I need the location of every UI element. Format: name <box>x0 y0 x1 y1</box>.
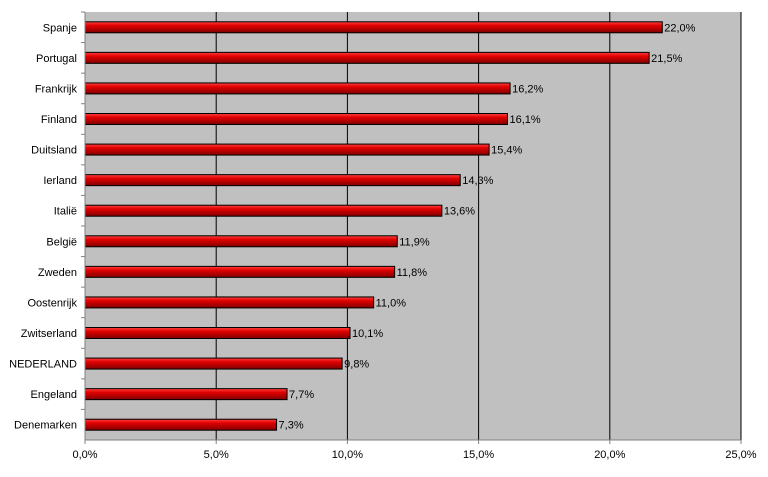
bar-engeland <box>84 388 288 401</box>
x-axis: 0,0% 5,0% 10,0% 15,0% 20,0% 25,0% <box>72 12 757 461</box>
data-label: 10,1% <box>352 328 383 340</box>
data-labels: 22,0% 21,5% 16,2% 16,1% 15,4% 14,3% 13,6% 11,9%… <box>279 22 696 431</box>
category-label: Oostenrijk <box>27 297 77 309</box>
data-label: 15,4% <box>491 145 522 157</box>
x-tick-label: 0,0% <box>72 449 97 461</box>
bar-zweden <box>84 265 396 278</box>
data-label: 21,5% <box>651 53 682 65</box>
bar-spanje <box>84 21 663 34</box>
category-label: Finland <box>41 114 77 126</box>
bars <box>84 21 663 431</box>
bar-finland <box>84 113 508 125</box>
category-label: Spanje <box>43 22 77 34</box>
data-label: 9,8% <box>344 359 369 371</box>
category-label: Italië <box>54 206 77 218</box>
category-label: Frankrijk <box>35 83 78 95</box>
category-label: NEDERLAND <box>9 359 77 371</box>
category-labels: Spanje Portugal Frankrijk Finland Duitsland I… <box>9 11 85 432</box>
category-label: Ierland <box>43 175 77 187</box>
data-label: 7,3% <box>279 420 304 432</box>
category-label: Denemarken <box>14 420 77 432</box>
category-label: Duitsland <box>31 145 77 157</box>
bar-portugal <box>84 51 650 64</box>
category-label: België <box>46 236 77 248</box>
x-tick-label: 15,0% <box>463 449 494 461</box>
x-tick-label: 25,0% <box>725 449 756 461</box>
bar-belgi- <box>84 235 398 248</box>
bar-denemarken <box>84 418 278 431</box>
data-label: 22,0% <box>664 22 695 34</box>
bar-itali- <box>84 204 443 217</box>
data-label: 13,6% <box>444 206 475 218</box>
category-label: Engeland <box>31 389 78 401</box>
data-label: 16,2% <box>512 83 543 95</box>
category-label: Zwitserland <box>21 328 77 340</box>
data-label: 16,1% <box>509 114 540 126</box>
bar-zwitserland <box>84 327 351 339</box>
bar-frankrijk <box>84 82 511 95</box>
x-tick-label: 20,0% <box>594 449 625 461</box>
category-label: Portugal <box>36 53 77 65</box>
x-tick-label: 5,0% <box>204 449 229 461</box>
data-label: 11,8% <box>397 267 428 279</box>
bar-duitsland <box>84 143 490 156</box>
data-label: 7,7% <box>289 389 314 401</box>
bar-nederland <box>84 357 343 370</box>
bar-oostenrijk <box>84 296 375 309</box>
category-label: Zweden <box>38 267 77 279</box>
data-label: 14,3% <box>462 175 493 187</box>
x-tick-label: 10,0% <box>332 449 363 461</box>
bar-ierland <box>84 174 461 187</box>
plot-area <box>85 12 741 440</box>
data-label: 11,9% <box>399 236 430 248</box>
data-label: 11,0% <box>376 297 407 309</box>
